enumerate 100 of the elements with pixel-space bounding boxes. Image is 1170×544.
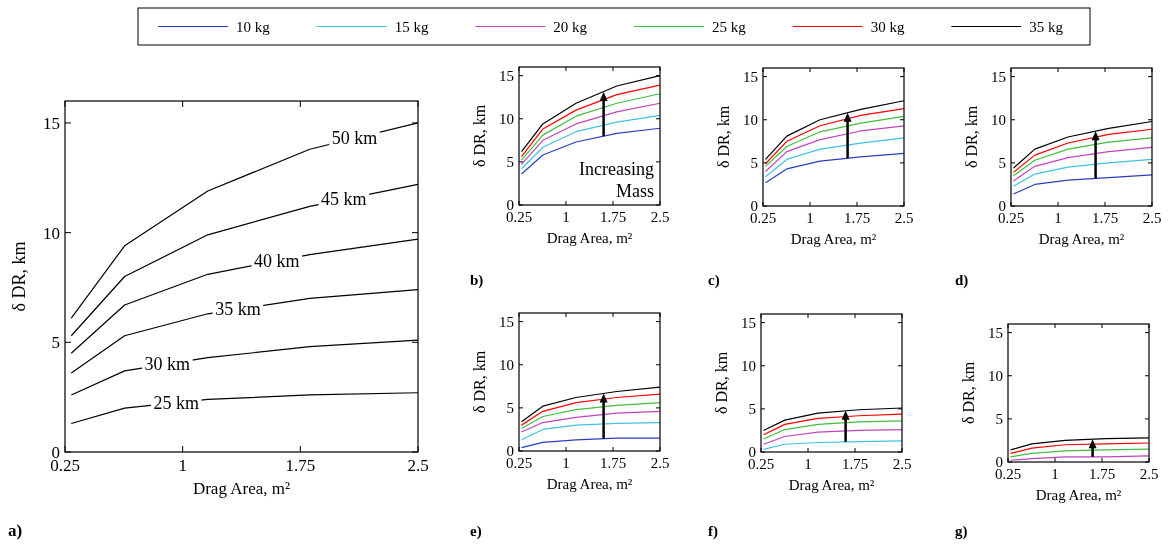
y-tick-label: 5: [750, 155, 758, 172]
y-tick-label: 5: [998, 155, 1006, 172]
y-tick-label: 15: [988, 324, 1003, 341]
x-tick-label: 1: [804, 456, 812, 472]
annotation: 45 km: [321, 189, 367, 210]
x-axis-title: Drag Area, m²: [546, 230, 633, 246]
line-series: [762, 413, 903, 436]
line-series: [764, 152, 905, 184]
x-tick-label: 0.25: [747, 456, 775, 472]
line-series: [762, 428, 903, 445]
y-tick-label: 15: [499, 313, 514, 330]
x-axis-title: Drag Area, m²: [1035, 487, 1122, 503]
line-series: [1012, 158, 1153, 187]
y-axis-title: δ DR, km: [9, 241, 29, 312]
text: g): [955, 523, 968, 540]
legend-label: 15 kg: [394, 19, 429, 35]
line-series: [1012, 146, 1153, 182]
annotation: Increasing Mass: [579, 159, 654, 201]
y-tick-label: 10: [988, 368, 1003, 384]
line-series: [762, 420, 903, 440]
x-tick-label: 0.25: [994, 466, 1022, 482]
x-tick-label: 2.5: [650, 209, 670, 225]
line-series: [762, 440, 903, 451]
y-tick-label: 5: [748, 401, 756, 418]
y-tick-label: 10: [499, 111, 514, 127]
y-tick-label: 15: [43, 113, 60, 133]
x-tick-label: 1.75: [1091, 210, 1119, 226]
x-tick-label: 2.5: [892, 456, 912, 472]
x-tick-label: 1.75: [285, 456, 316, 475]
y-tick-label: 5: [506, 154, 514, 171]
x-tick-label: 1: [1054, 210, 1062, 226]
x-tick-label: 1: [806, 210, 814, 226]
line-series: [1012, 174, 1153, 195]
x-tick-label: 2.5: [407, 456, 429, 475]
x-axis-title: Drag Area, m²: [192, 479, 291, 498]
y-axis-title: δ DR, km: [713, 351, 730, 415]
text: f): [708, 523, 718, 540]
legend-label: 30 kg: [870, 19, 905, 35]
y-tick-label: 15: [741, 314, 756, 331]
x-axis-title: Drag Area, m²: [788, 477, 875, 493]
x-axis-title: Drag Area, m²: [790, 231, 877, 247]
x-tick-label: 2.5: [1139, 466, 1159, 482]
y-tick-label: 5: [995, 411, 1003, 428]
y-tick-label: 10: [991, 112, 1006, 128]
x-axis-title: Drag Area, m²: [1038, 231, 1125, 247]
line-series: [764, 107, 905, 165]
x-tick-label: 2.5: [650, 455, 670, 471]
annotation: 50 km: [331, 128, 378, 149]
annotation: 35 km: [215, 299, 261, 320]
y-tick-label: 15: [743, 68, 758, 85]
x-tick-label: 1: [178, 456, 187, 475]
line-series: [520, 402, 661, 430]
text: b): [470, 272, 484, 289]
y-tick-label: 15: [499, 67, 514, 84]
x-tick-label: 0.25: [749, 210, 777, 226]
annotation: 40 km: [254, 250, 300, 271]
y-axis-title: δ DR, km: [471, 104, 488, 168]
line-series: [1009, 448, 1150, 458]
text: c): [708, 272, 720, 289]
line-series: [520, 410, 661, 433]
y-axis-title: δ DR, km: [960, 361, 977, 425]
x-tick-label: 2.5: [894, 210, 914, 226]
legend-label: 25 kg: [712, 19, 747, 35]
x-tick-label: 0.25: [505, 455, 533, 471]
text: d): [955, 272, 969, 289]
line-series: [520, 93, 661, 161]
y-tick-label: 5: [506, 400, 514, 417]
x-tick-label: 1.75: [599, 209, 627, 225]
y-axis-title: δ DR, km: [471, 350, 488, 414]
x-tick-label: 1.75: [599, 455, 627, 471]
y-tick-label: 10: [499, 357, 514, 373]
line-series: [520, 437, 661, 449]
legend-label: 10 kg: [236, 19, 271, 35]
x-tick-label: 1: [562, 455, 570, 471]
x-axis-title: Drag Area, m²: [546, 476, 633, 492]
line-series: [1012, 137, 1153, 177]
y-tick-label: 10: [743, 112, 758, 128]
x-tick-label: 0.25: [505, 209, 533, 225]
line-series: [764, 115, 905, 167]
line-series: [520, 84, 661, 158]
line-series: [764, 137, 905, 178]
annotation: 25 km: [153, 392, 199, 413]
x-tick-label: 1: [1051, 466, 1059, 482]
x-tick-label: 0.25: [997, 210, 1025, 226]
line-series: [1012, 128, 1153, 173]
x-tick-label: 1: [562, 209, 570, 225]
line-series: [1009, 442, 1150, 454]
x-tick-label: 1.75: [843, 210, 871, 226]
x-tick-label: 1.75: [841, 456, 869, 472]
text: e): [470, 523, 482, 540]
line-series: [764, 125, 905, 173]
y-axis-title: δ DR, km: [963, 105, 980, 169]
legend-label: 20 kg: [553, 19, 588, 35]
text: a): [8, 521, 23, 540]
line-series: [520, 421, 661, 441]
y-tick-label: 15: [991, 68, 1006, 85]
line-series: [520, 393, 661, 426]
y-axis-title: δ DR, km: [715, 105, 732, 169]
y-tick-label: 10: [741, 358, 756, 374]
x-tick-label: 2.5: [1142, 210, 1162, 226]
